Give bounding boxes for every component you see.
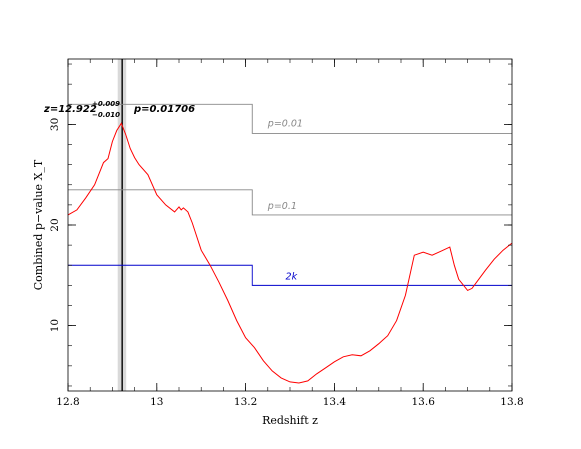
peak-annotation: z=12.922 +0.009 −0.010 p=0.01706 [43, 100, 195, 119]
threshold-line-2 [68, 264, 512, 286]
peak-pvalue-label: p=0.01706 [133, 104, 195, 115]
threshold-line-0 [68, 103, 512, 134]
x-tick-label: 13 [150, 396, 163, 408]
peak-upper-error: +0.009 [92, 100, 120, 108]
x-tick-label: 12.8 [56, 396, 79, 408]
axis-ticks [67, 59, 513, 391]
x-axis-label: Redshift z [262, 414, 318, 427]
peak-redshift-label: z=12.922 [43, 104, 97, 115]
x-tick-label: 13.8 [500, 396, 523, 408]
x-tick-label: 13.2 [234, 396, 257, 408]
x-tick-label: 13.4 [323, 396, 347, 408]
y-axis-label: Combined p−value X_T [32, 159, 45, 290]
threshold-label-1: p=0.1 [267, 201, 297, 212]
y-tick-label: 20 [49, 218, 61, 231]
threshold-label-2: 2k [286, 271, 298, 282]
combined-pvalue-curve [67, 122, 513, 384]
axis-labels: 12.8 13 13.2 13.4 13.6 13.8 10 20 30 [49, 118, 524, 408]
x-tick-label: 13.6 [412, 396, 436, 408]
y-tick-label: 30 [49, 118, 61, 131]
threshold-label-0: p=0.01 [267, 118, 303, 129]
peak-lower-error: −0.010 [92, 111, 120, 119]
threshold-line-1 [68, 189, 512, 216]
y-tick-label: 10 [49, 319, 61, 332]
plot-area: p=0.01 p=0.1 2k [67, 59, 513, 391]
